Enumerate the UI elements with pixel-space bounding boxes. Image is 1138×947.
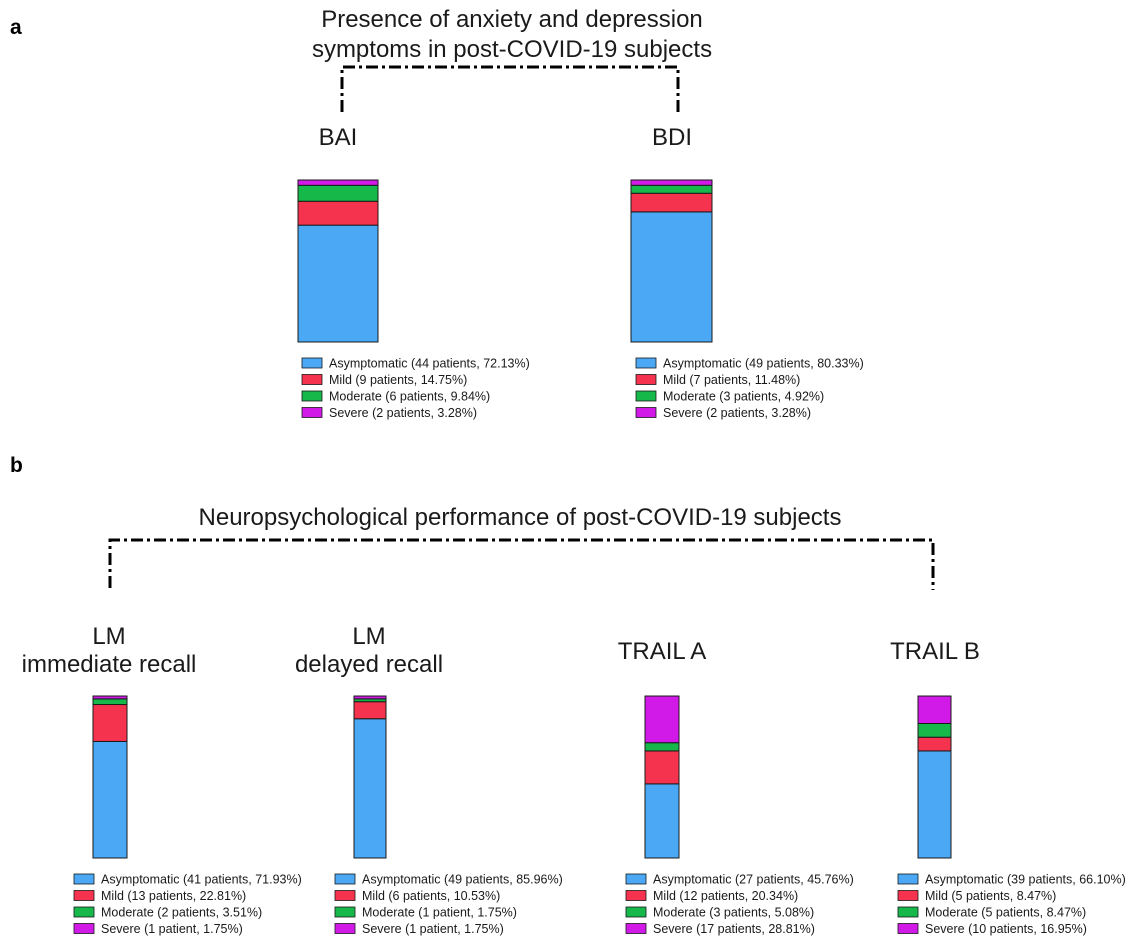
legend-label-bai-moderate: Moderate (6 patients, 9.84%) (329, 390, 490, 404)
legend-swatch-trail-a-mild (625, 890, 647, 901)
bar-segment-trail-b-asymptomatic (917, 750, 952, 859)
bar-segment-lm-delayed-recall-severe (353, 695, 387, 700)
bar-segment-bdi-mild (630, 192, 713, 213)
bar-segment-trail-b-moderate (917, 722, 952, 738)
panel-b: b Neuropsychological performance of post… (10, 454, 935, 590)
legend-swatch-bai-severe (301, 407, 323, 418)
chart-trail-b: TRAIL B Asymptomatic (39 patients, 66.10%… (890, 638, 1126, 936)
bar-segment-bai-asymptomatic (297, 224, 379, 343)
legend-swatch-bai-asymptomatic (301, 357, 323, 369)
bar-segment-bai-moderate (297, 184, 379, 202)
bar-segment-bai-severe (297, 179, 379, 186)
legend-label-lm-delayed-recall-severe: Severe (1 patient, 1.75%) (362, 922, 504, 936)
legend-swatch-trail-b-asymptomatic (897, 873, 919, 885)
legend-label-lm-immediate-recall-moderate: Moderate (2 patients, 3.51%) (101, 906, 262, 920)
panel-letter-a: a (10, 16, 22, 39)
charts: BAI Asymptomatic (44 patients, 72.13%) Mil… (22, 124, 1126, 936)
bar-segment-trail-b-mild (917, 736, 952, 752)
legend-swatch-lm-delayed-recall-severe (334, 923, 356, 934)
legend-label-trail-a-moderate: Moderate (3 patients, 5.08%) (653, 906, 814, 920)
bar-segment-bdi-severe (630, 179, 713, 186)
legend-swatch-lm-immediate-recall-severe (73, 923, 95, 934)
legend-swatch-bai-moderate (301, 390, 323, 402)
legend-label-lm-immediate-recall-severe: Severe (1 patient, 1.75%) (101, 922, 243, 936)
bar-segment-trail-b-severe (917, 695, 952, 724)
panel-a-bracket (340, 65, 680, 112)
legend-swatch-bdi-asymptomatic (635, 357, 657, 369)
legend-swatch-lm-delayed-recall-mild (334, 890, 356, 901)
legend-label-lm-delayed-recall-moderate: Moderate (1 patient, 1.75%) (362, 906, 517, 920)
legend-label-lm-immediate-recall-mild: Mild (13 patients, 22.81%) (101, 889, 246, 903)
legend-label-trail-a-severe: Severe (17 patients, 28.81%) (653, 922, 815, 936)
legend-label-bai-asymptomatic: Asymptomatic (44 patients, 72.13%) (329, 357, 530, 371)
legend-swatch-trail-b-moderate (897, 906, 919, 918)
legend-swatch-bdi-severe (635, 407, 657, 418)
legend-label-bai-severe: Severe (2 patients, 3.28%) (329, 406, 477, 420)
chart-bdi: BDI Asymptomatic (49 patients, 80.33%) Mil… (630, 124, 864, 420)
bar-segment-lm-immediate-recall-moderate (92, 698, 128, 706)
bar-segment-bdi-asymptomatic (630, 211, 713, 343)
chart-title-trail-b: TRAIL B (890, 638, 980, 665)
legend-swatch-trail-b-mild (897, 890, 919, 901)
chart-title-bdi: BDI (652, 124, 692, 151)
legend-label-trail-b-severe: Severe (10 patients, 16.95%) (925, 922, 1087, 936)
legend-label-lm-delayed-recall-asymptomatic: Asymptomatic (49 patients, 85.96%) (362, 873, 563, 887)
legend-label-trail-a-mild: Mild (12 patients, 20.34%) (653, 889, 798, 903)
bar-segment-lm-delayed-recall-asymptomatic (353, 718, 387, 859)
legend-swatch-bai-mild (301, 374, 323, 385)
bar-segment-lm-immediate-recall-asymptomatic (92, 740, 128, 859)
panel-a: a Presence of anxiety and depression sym… (10, 6, 712, 112)
chart-trail-a: TRAIL A Asymptomatic (27 patients, 45.76%… (618, 638, 854, 936)
bar-segment-lm-delayed-recall-mild (353, 701, 387, 720)
legend-swatch-bdi-moderate (635, 390, 657, 402)
legend-label-trail-b-moderate: Moderate (5 patients, 8.47%) (925, 906, 1086, 920)
legend-label-bdi-severe: Severe (2 patients, 3.28%) (663, 406, 811, 420)
legend-label-bdi-moderate: Moderate (3 patients, 4.92%) (663, 390, 824, 404)
panel-b-bracket (108, 538, 935, 590)
panel-b-title: Neuropsychological performance of post-C… (199, 504, 842, 531)
legend-label-bai-mild: Mild (9 patients, 14.75%) (329, 373, 467, 387)
legend-swatch-trail-a-moderate (625, 906, 647, 918)
chart-title-bai: BAI (319, 124, 358, 151)
legend-label-trail-a-asymptomatic: Asymptomatic (27 patients, 45.76%) (653, 873, 854, 887)
legend-label-lm-immediate-recall-asymptomatic: Asymptomatic (41 patients, 71.93%) (101, 873, 302, 887)
legend-swatch-trail-a-severe (625, 923, 647, 934)
legend-swatch-bdi-mild (635, 374, 657, 385)
bar-segment-trail-a-severe (644, 695, 680, 744)
legend-label-lm-delayed-recall-mild: Mild (6 patients, 10.53%) (362, 889, 500, 903)
chart-title-lm-delayed-recall-line-2: delayed recall (295, 651, 443, 678)
bar-segment-trail-a-moderate (644, 742, 680, 752)
panel-letter-b: b (10, 454, 23, 477)
panel-a-title-line-1: Presence of anxiety and depression (321, 6, 703, 33)
bar-segment-lm-immediate-recall-mild (92, 704, 128, 742)
chart-title-lm-immediate-recall-line-1: LM (92, 623, 125, 650)
bar-segment-trail-a-asymptomatic (644, 783, 680, 859)
legend-swatch-lm-delayed-recall-asymptomatic (334, 873, 356, 885)
legend-label-trail-b-asymptomatic: Asymptomatic (39 patients, 66.10%) (925, 873, 1126, 887)
legend-swatch-lm-immediate-recall-asymptomatic (73, 873, 95, 885)
legend-swatch-trail-b-severe (897, 923, 919, 934)
chart-title-lm-delayed-recall-line-1: LM (352, 623, 385, 650)
legend-label-trail-b-mild: Mild (5 patients, 8.47%) (925, 889, 1056, 903)
chart-title-trail-a: TRAIL A (618, 638, 706, 665)
legend-swatch-trail-a-asymptomatic (625, 873, 647, 885)
bar-segment-trail-a-mild (644, 750, 680, 785)
legend-label-bdi-mild: Mild (7 patients, 11.48%) (663, 373, 800, 387)
panel-a-title-line-2: symptoms in post-COVID-19 subjects (312, 36, 712, 63)
legend-swatch-lm-immediate-recall-moderate (73, 906, 95, 918)
chart-bai: BAI Asymptomatic (44 patients, 72.13%) Mil… (297, 124, 530, 420)
bar-segment-lm-immediate-recall-severe (92, 695, 128, 700)
legend-swatch-lm-immediate-recall-mild (73, 890, 95, 901)
legend-swatch-lm-delayed-recall-moderate (334, 906, 356, 918)
chart-title-lm-immediate-recall-line-2: immediate recall (22, 651, 197, 678)
bar-segment-bdi-moderate (630, 184, 713, 194)
bar-segment-bai-mild (297, 200, 379, 226)
legend-label-bdi-asymptomatic: Asymptomatic (49 patients, 80.33%) (663, 357, 864, 371)
